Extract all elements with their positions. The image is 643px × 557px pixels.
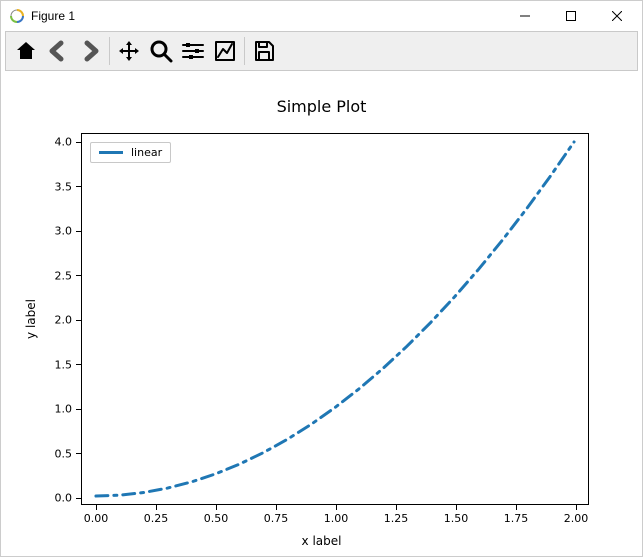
x-tick-label: 1.25 [384, 512, 409, 525]
subplots-icon[interactable] [177, 35, 209, 67]
x-tick [456, 504, 457, 510]
x-tick [396, 504, 397, 510]
x-axis-label: x label [302, 534, 342, 548]
x-tick [216, 504, 217, 510]
zoom-icon[interactable] [145, 35, 177, 67]
x-tick [156, 504, 157, 510]
y-tick-label: 0.0 [55, 492, 73, 505]
y-tick-label: 3.0 [55, 225, 73, 238]
x-tick-label: 0.25 [144, 512, 169, 525]
figure-window: Figure 1 Simple Plot y label x label lin… [0, 0, 643, 557]
close-button[interactable] [594, 1, 640, 31]
y-tick [76, 320, 82, 321]
toolbar-separator [244, 37, 245, 65]
toolbar-separator [109, 37, 110, 65]
home-icon[interactable] [10, 35, 42, 67]
y-tick-label: 4.0 [55, 136, 73, 149]
app-icon [9, 8, 25, 24]
x-tick [96, 504, 97, 510]
y-tick [76, 453, 82, 454]
back-icon[interactable] [42, 35, 74, 67]
axes-box: linear 0.00.51.01.52.02.53.03.54.00.000.… [81, 133, 589, 505]
pan-icon[interactable] [113, 35, 145, 67]
x-tick-label: 0.50 [204, 512, 229, 525]
legend: linear [90, 142, 171, 163]
y-tick-label: 2.0 [55, 314, 73, 327]
forward-icon[interactable] [74, 35, 106, 67]
minimize-button[interactable] [502, 1, 548, 31]
x-tick-label: 0.75 [264, 512, 289, 525]
line-series [82, 134, 588, 504]
x-tick [336, 504, 337, 510]
x-tick-label: 0.00 [84, 512, 109, 525]
legend-swatch [99, 151, 123, 154]
window-title: Figure 1 [31, 9, 75, 23]
toolbar [5, 31, 638, 71]
x-tick-label: 1.75 [504, 512, 529, 525]
y-tick-label: 1.0 [55, 403, 73, 416]
chart-title: Simple Plot [1, 97, 642, 116]
y-tick-label: 2.5 [55, 269, 73, 282]
y-tick [76, 498, 82, 499]
y-tick [76, 231, 82, 232]
y-tick [76, 409, 82, 410]
save-icon[interactable] [248, 35, 280, 67]
maximize-button[interactable] [548, 1, 594, 31]
y-tick-label: 3.5 [55, 180, 73, 193]
y-tick [76, 364, 82, 365]
x-tick [276, 504, 277, 510]
x-tick-label: 1.00 [324, 512, 349, 525]
plot-area: Simple Plot y label x label linear 0.00.… [1, 75, 642, 556]
y-tick [76, 186, 82, 187]
titlebar: Figure 1 [1, 1, 642, 31]
y-tick [76, 142, 82, 143]
axes-icon[interactable] [209, 35, 241, 67]
y-axis-label: y label [24, 299, 38, 339]
x-tick-label: 2.00 [564, 512, 589, 525]
y-tick-label: 0.5 [55, 447, 73, 460]
axes[interactable]: linear 0.00.51.01.52.02.53.03.54.00.000.… [81, 133, 589, 505]
y-tick [76, 275, 82, 276]
x-tick [576, 504, 577, 510]
legend-label: linear [131, 146, 162, 159]
x-tick-label: 1.50 [444, 512, 469, 525]
x-tick [516, 504, 517, 510]
y-tick-label: 1.5 [55, 358, 73, 371]
